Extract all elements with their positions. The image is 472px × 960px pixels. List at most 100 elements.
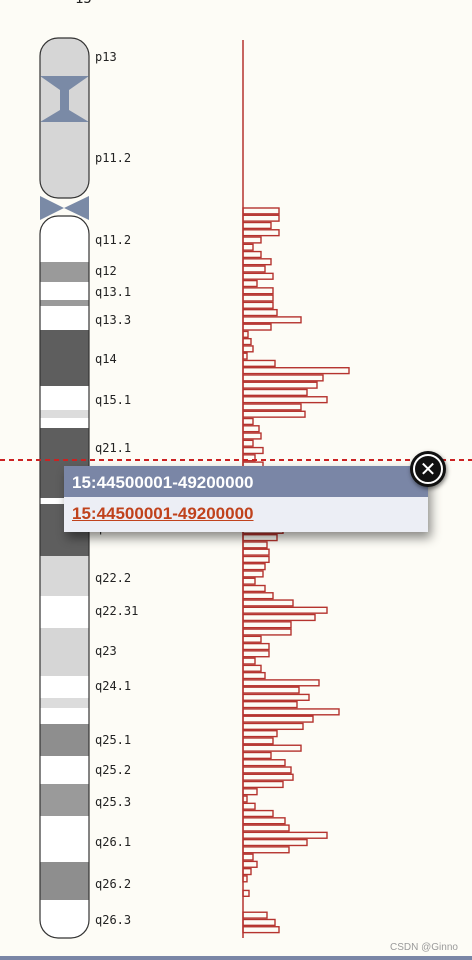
density-bar (242, 446, 264, 455)
band-label-q15.1: q15.1 (95, 393, 131, 407)
density-bar (242, 592, 274, 600)
close-button[interactable]: ✕ (410, 451, 446, 487)
band-q22.31[interactable] (40, 596, 89, 628)
density-bar (242, 700, 298, 709)
density-bar (242, 541, 268, 549)
band-label-q14: q14 (95, 352, 117, 366)
band-label-q25.2: q25.2 (95, 763, 131, 777)
density-bar (242, 221, 272, 230)
density-bar (242, 388, 308, 397)
density-bar (242, 439, 254, 447)
density-bar (242, 671, 266, 680)
density-bar (242, 432, 262, 440)
band-label-q21.1: q21.1 (95, 441, 131, 455)
band-q11.2[interactable] (40, 216, 89, 262)
band-label-q25.3: q25.3 (95, 795, 131, 809)
density-bar (242, 359, 276, 368)
watermark: CSDN @Ginno (390, 942, 458, 953)
density-bar (242, 555, 270, 564)
density-bar (242, 258, 272, 266)
density-bar (242, 766, 292, 774)
density-bar (242, 352, 248, 360)
band-q25.3[interactable] (40, 784, 89, 816)
density-bar (242, 265, 266, 273)
density-bar (242, 584, 266, 593)
band-q26.2[interactable] (40, 862, 89, 900)
density-bar (242, 534, 278, 542)
density-bar (242, 613, 316, 622)
density-bar (242, 308, 278, 317)
density-bar (242, 417, 254, 426)
region-link[interactable]: 15:44500001-49200000 (72, 504, 254, 523)
density-bar (242, 911, 268, 919)
density-bar (242, 722, 304, 731)
band-q22.2[interactable] (40, 556, 89, 596)
density-bar (242, 737, 274, 745)
density-bar (242, 410, 306, 418)
density-bar (242, 367, 350, 375)
density-bar (242, 657, 256, 665)
band-q26.3[interactable] (40, 900, 89, 938)
density-bar (242, 918, 276, 927)
density-bar (242, 824, 290, 832)
chromosome-title: 15 (75, 0, 92, 7)
density-bar (242, 287, 274, 295)
density-bar (242, 628, 292, 636)
band-q21.1[interactable] (40, 428, 89, 470)
density-bar (242, 548, 270, 556)
density-bar (242, 207, 280, 215)
band-q15.1[interactable] (40, 386, 89, 428)
density-bar (242, 715, 314, 723)
density-bar (242, 396, 328, 404)
density-bar (242, 809, 274, 818)
band-p11.2[interactable] (40, 122, 89, 196)
stalk-region (40, 76, 89, 122)
density-bar (242, 323, 272, 331)
band-q25.1[interactable] (40, 724, 89, 756)
density-bar (242, 730, 278, 738)
band-label-q13.1: q13.1 (95, 285, 131, 299)
density-bar (242, 243, 254, 251)
density-bar (242, 570, 264, 578)
band-q12[interactable] (40, 262, 89, 282)
density-bar (242, 621, 292, 629)
density-bar (242, 693, 310, 701)
density-bar (242, 403, 302, 411)
density-bar (242, 577, 256, 585)
density-bar (242, 853, 254, 861)
density-bar (242, 889, 250, 898)
density-bar (242, 599, 294, 607)
band-q14[interactable] (40, 330, 89, 386)
band-q26.1[interactable] (40, 816, 89, 862)
chromosome-ideogram[interactable] (39, 37, 90, 939)
density-bar (242, 838, 308, 847)
density-bar (242, 635, 262, 643)
centromere (40, 196, 89, 220)
density-bar (242, 744, 302, 752)
band-q25.2[interactable] (40, 756, 89, 784)
density-bar (242, 926, 280, 934)
density-bar (242, 831, 328, 839)
band-label-q26.1: q26.1 (95, 835, 131, 849)
band-label-q22.2: q22.2 (95, 571, 131, 585)
density-bar (242, 250, 262, 259)
density-bar (242, 236, 262, 244)
density-bar (242, 563, 266, 571)
band-label-q26.2: q26.2 (95, 877, 131, 891)
density-bar (242, 780, 284, 789)
density-bar (242, 751, 272, 760)
band-p13[interactable] (40, 38, 89, 76)
density-bar (242, 279, 258, 288)
density-bar (242, 345, 254, 353)
band-q23[interactable] (40, 628, 89, 676)
density-bar (242, 301, 274, 309)
band-q13.3[interactable] (40, 308, 89, 330)
density-bar (242, 272, 274, 280)
band-label-q24.1: q24.1 (95, 679, 131, 693)
density-bar (242, 229, 280, 237)
band-label-p13: p13 (95, 50, 117, 64)
density-bar (242, 846, 290, 854)
band-label-q23: q23 (95, 644, 117, 658)
density-bar (242, 606, 328, 614)
